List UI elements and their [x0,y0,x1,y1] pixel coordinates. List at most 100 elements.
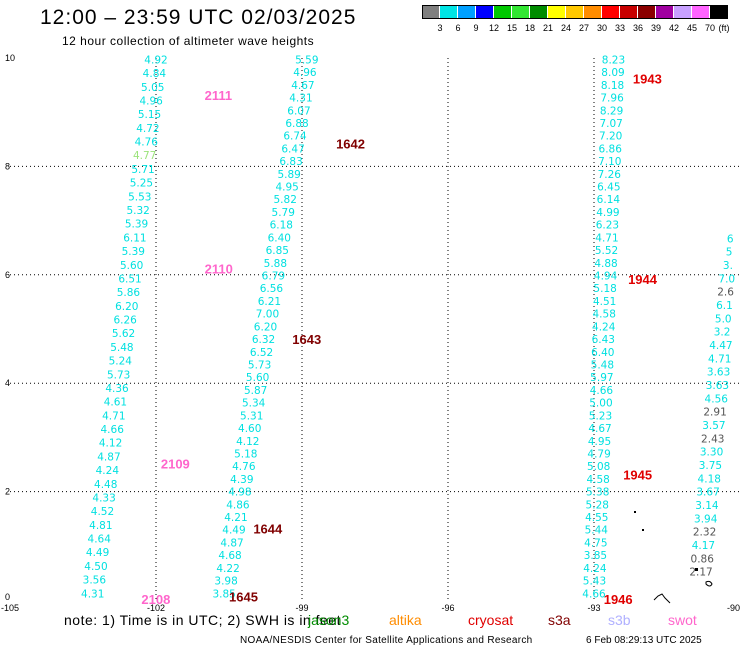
wave-height-value: 4.68 [218,550,241,562]
wave-height-value: 4.61 [104,397,127,409]
wave-height-value: 6.26 [113,315,137,327]
wave-height-value: 5.86 [117,287,141,299]
wave-height-value: 4.81 [89,520,112,532]
wave-height-value: 4.67 [588,423,611,435]
wave-height-value: 4.99 [596,207,619,219]
wave-height-value: 4.55 [585,512,608,524]
wave-height-value: 7.96 [600,93,624,105]
wave-height-value: 5.89 [277,169,300,181]
colorbar-swatch [692,5,709,19]
wave-height-value: 2.91 [703,407,726,419]
wave-height-value: 4.24 [592,321,616,333]
wave-height-value: 5.39 [125,219,148,231]
wave-height-value: 2.6 [717,287,734,299]
wave-height-value: 4.71 [708,353,731,365]
wave-height-value: 8.09 [601,67,624,79]
wave-height-value: 7.00 [256,309,279,321]
pass-time-label: 1943 [633,72,662,87]
wave-height-value: 6.1 [716,300,733,312]
wave-height-value: 5.28 [586,499,609,511]
colorbar-label: 33 [614,23,625,33]
wave-height-value: 4.95 [588,436,611,448]
colorbar-label: 18 [524,23,535,33]
colorbar-label: 12 [488,23,499,33]
wave-height-value: 5.32 [126,205,149,217]
pass-time-label: 1944 [628,272,658,287]
wave-height-value: 4.21 [224,512,247,524]
wave-height-value: 5.43 [583,576,606,588]
wave-height-value: 5.48 [110,342,133,354]
wave-height-value: 4.96 [293,67,317,79]
colorbar-label: 3 [437,23,443,33]
wave-height-value: 4.12 [99,438,122,450]
x-tick-label: -99 [295,603,308,613]
wave-height-value: 5.87 [244,385,267,397]
colorbar-label: 27 [578,23,589,33]
wave-height-value: 8.23 [602,54,625,66]
colorbar-label: 9 [473,23,479,33]
colorbar-swatch [548,5,565,19]
wave-height-value: 4.17 [692,540,715,552]
wave-height-value: 4.36 [105,383,129,395]
wave-height-value: 4.84 [143,68,167,80]
colorbar-swatch [530,5,547,19]
satellite-label-cryosat: cryosat [468,612,514,628]
colorbar-label: 21 [542,23,553,33]
wave-height-value: 4.12 [236,436,259,448]
wave-height-value: 5.38 [586,487,609,499]
wave-height-value: 4.66 [590,385,614,397]
wave-height-value: 4.92 [144,54,167,66]
wave-height-value: 5.24 [109,356,133,368]
wave-height-value: 6.07 [287,105,310,117]
wave-height-value: 6.85 [266,245,289,257]
colorbar-swatch [440,5,457,19]
colorbar-label: 42 [668,23,679,33]
wave-height-value: 3.57 [702,420,725,432]
pass-time-label: 2109 [161,457,190,472]
wave-height-value: 6.20 [254,321,277,333]
wave-height-value: 3.85 [584,550,607,562]
x-tick-label: -90 [727,603,740,613]
pass-time-label: 2111 [205,88,233,103]
wave-height-value: 4.76 [232,461,256,473]
wave-height-value: 5.60 [246,372,269,384]
wave-height-value: 6.40 [591,347,614,359]
colorbar-label: 6 [455,23,461,33]
wave-height-value: 4.18 [698,473,721,485]
wave-height-value: 4.87 [220,537,243,549]
satellite-label-s3b: s3b [608,612,631,628]
colorbar-frame [422,5,728,19]
wave-height-value: 4.77 [133,150,156,162]
wave-height-value: 5.23 [589,410,612,422]
wave-height-value: 3.67 [696,487,719,499]
wave-height-value: 4.52 [91,506,114,518]
wave-height-value: 3.2 [714,327,731,339]
wave-height-value: 4.48 [94,479,117,491]
wave-height-value: 6.83 [279,156,302,168]
colorbar-swatch [620,5,637,19]
y-tick-label: 6 [5,270,10,280]
y-tick-label: 0 [5,592,10,602]
wave-height-value: 5.71 [131,164,154,176]
colorbar-swatch [422,5,439,19]
pass-time-label: 2110 [205,261,233,276]
x-tick-label: -93 [587,603,600,613]
wave-height-value: 4.79 [587,448,610,460]
wave-height-value: 5.73 [107,369,130,381]
wave-height-value: 5.60 [120,260,143,272]
wave-height-value: 5.39 [122,246,145,258]
wave-height-value: 6.20 [115,301,138,313]
timestamp: 6 Feb 08:29:13 UTC 2025 [586,635,702,646]
wave-height-value: 2.43 [701,433,724,445]
colorbar-swatch [494,5,511,19]
wave-height-value: 4.56 [705,393,729,405]
wave-height-value: 5.82 [274,194,297,206]
wave-height-value: 6.74 [283,131,307,143]
wave-height-value: 4.60 [238,423,261,435]
wave-height-value: 3.30 [700,447,723,459]
y-tick-label: 4 [5,378,10,388]
wave-height-value: 3.63 [707,367,730,379]
footer-note: note: 1) Time is in UTC; 2) SWH is in fe… [64,612,341,628]
satellite-label-swot: swot [668,612,697,628]
wave-height-value: 4.31 [289,93,312,105]
